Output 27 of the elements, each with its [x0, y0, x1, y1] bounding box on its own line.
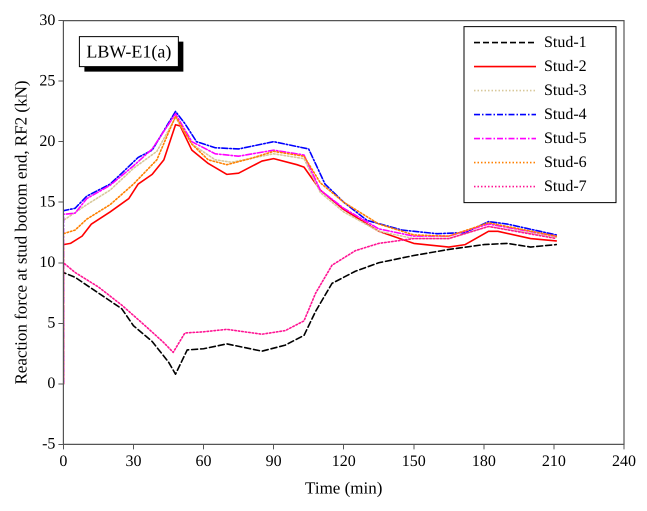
- y-tick-label: 30: [39, 12, 56, 29]
- x-tick-label: 30: [125, 453, 142, 470]
- x-tick-label: 210: [542, 453, 566, 470]
- legend-label: Stud-4: [544, 106, 587, 123]
- x-tick-label: 180: [472, 453, 496, 470]
- legend-label: Stud-7: [544, 178, 587, 195]
- x-tick-label: 90: [266, 453, 282, 470]
- legend-label: Stud-2: [544, 58, 587, 75]
- legend-label: Stud-1: [544, 34, 587, 51]
- y-axis-title: Reaction force at stud bottom end, RF2 (kN): [12, 80, 31, 385]
- x-tick-label: 120: [332, 453, 356, 470]
- legend-label: Stud-6: [544, 154, 587, 171]
- x-tick-label: 60: [196, 453, 212, 470]
- y-tick-label: 5: [47, 314, 56, 332]
- y-tick-label: 10: [39, 254, 56, 271]
- y-tick-label: 20: [39, 132, 56, 150]
- x-axis-title: Time (min): [305, 478, 382, 498]
- y-tick-label: 15: [39, 193, 56, 210]
- legend-label: Stud-3: [544, 82, 587, 99]
- x-tick-label: 150: [402, 453, 426, 470]
- y-tick-label: 0: [47, 375, 56, 392]
- legend-label: Stud-5: [544, 130, 587, 147]
- x-tick-label: 240: [612, 453, 636, 470]
- y-tick-label: -5: [42, 436, 56, 453]
- x-tick-label: 0: [59, 453, 68, 470]
- y-tick-label: 25: [39, 72, 56, 90]
- annotation: LBW-E1(a): [86, 41, 172, 62]
